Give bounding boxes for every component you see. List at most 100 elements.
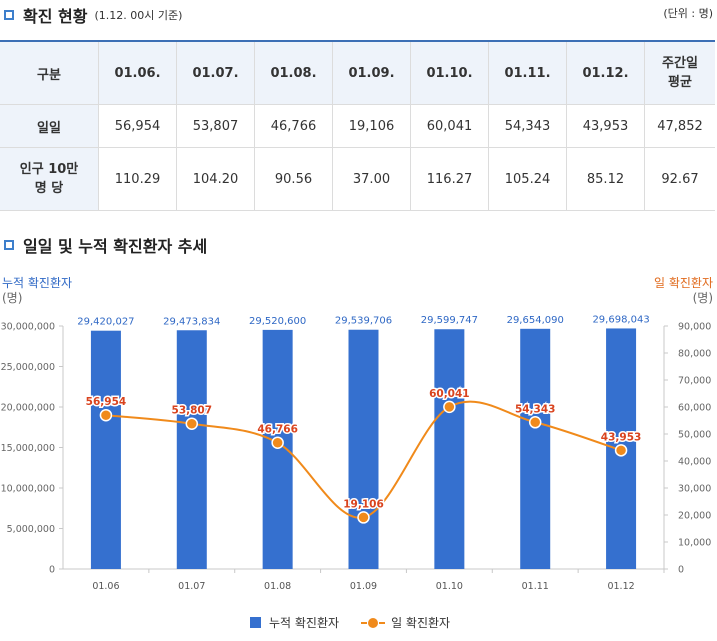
daily-cases-label: 46,766 (257, 424, 298, 436)
table-row: 일일 56,954 53,807 46,766 19,106 60,041 54… (0, 104, 715, 148)
section-title: 확진 현황 (23, 7, 88, 26)
right-axis-tick-label: 10,000 (678, 538, 711, 549)
cumulative-bar-label: 29,654,090 (507, 315, 564, 326)
table-header-cell: 01.12. (566, 40, 645, 105)
x-axis-tick-label: 01.11 (522, 581, 549, 592)
left-axis-tick-label: 10,000,000 (1, 484, 55, 495)
table-cell: 47,852 (644, 104, 715, 148)
right-axis-tick-label: 20,000 (678, 511, 711, 522)
right-axis-tick-label: 0 (678, 565, 684, 576)
legend-bar-label: 누적 확진환자 (269, 616, 340, 630)
table-cell: 54,343 (488, 104, 567, 148)
table-cell: 37.00 (332, 147, 411, 211)
table-header-cell: 01.10. (410, 40, 489, 105)
daily-cases-point (614, 444, 628, 457)
table-cell: 110.29 (98, 147, 177, 211)
table-row: 인구 10만 명 당 110.29 104.20 90.56 37.00 116… (0, 147, 715, 211)
cumulative-bar (520, 328, 551, 569)
cumulative-bar (90, 330, 121, 569)
per-100k-label: 인구 10만 명 당 (19, 162, 79, 196)
cumulative-bar (434, 329, 465, 569)
legend-bar-swatch (250, 617, 261, 628)
right-axis-tick-label: 30,000 (678, 484, 711, 495)
daily-cases-label: 19,106 (343, 498, 384, 510)
cumulative-bar-label: 29,539,706 (335, 316, 392, 327)
chart-legend: 누적 확진환자 일 확진환자 (250, 614, 450, 631)
x-axis-tick-label: 01.12 (607, 581, 634, 592)
table-cell: 92.67 (644, 147, 715, 211)
table-cell: 60,041 (410, 104, 489, 148)
cumulative-bar-label: 29,599,747 (421, 315, 478, 326)
right-axis-tick-label: 80,000 (678, 349, 711, 360)
table-cell: 104.20 (176, 147, 255, 211)
table-cell: 53,807 (176, 104, 255, 148)
left-axis-tick-label: 5,000,000 (7, 524, 55, 535)
x-axis-tick-label: 01.06 (92, 581, 119, 592)
daily-cases-label: 60,041 (429, 388, 470, 400)
section-title: 일일 및 누적 확진환자 추세 (23, 237, 208, 256)
cumulative-bar-label: 29,698,043 (592, 314, 649, 325)
cumulative-bar-label: 29,420,027 (77, 317, 134, 328)
right-axis-tick-label: 90,000 (678, 322, 711, 333)
x-axis-tick-label: 01.10 (436, 581, 463, 592)
section-square-icon (4, 10, 14, 20)
table-header-cell: 01.06. (98, 40, 177, 105)
right-axis-tick-label: 70,000 (678, 376, 711, 387)
cumulative-bar-label: 29,473,834 (163, 316, 220, 327)
status-table: 구분 01.06. 01.07. 01.08. 01.09. 01.10. 01… (0, 40, 715, 211)
table-cell: 90.56 (254, 147, 333, 211)
daily-cases-label: 54,343 (515, 403, 556, 415)
section-header-status: 확진 현황 (1.12. 00시 기준) (4, 3, 182, 27)
left-axis-title: 누적 확진환자 (명) (2, 276, 72, 306)
table-cell: 19,106 (332, 104, 411, 148)
right-axis-tick-label: 50,000 (678, 430, 711, 441)
daily-cases-point (271, 436, 284, 449)
cumulative-bar (348, 329, 379, 569)
unit-label: (단위 : 명) (663, 7, 713, 20)
table-cell: 116.27 (410, 147, 489, 211)
cumulative-bar (176, 330, 207, 569)
left-axis-unit: (명) (2, 291, 23, 305)
right-axis-unit: (명) (692, 291, 713, 305)
left-axis-tick-label: 0 (49, 565, 55, 576)
left-axis-tick-label: 25,000,000 (1, 362, 55, 373)
left-axis-title-text: 누적 확진환자 (2, 276, 73, 290)
table-header-cell: 주간일 평균 (644, 40, 715, 105)
table-header-cell: 01.08. (254, 40, 333, 105)
weekly-average-header: 주간일 평균 (662, 56, 698, 90)
table-cell: 85.12 (566, 147, 645, 211)
right-axis-title: 일 확진환자 (명) (654, 276, 713, 306)
x-axis-tick-label: 01.07 (178, 581, 205, 592)
table-header-cell: 01.07. (176, 40, 255, 105)
table-cell: 105.24 (488, 147, 567, 211)
left-axis-tick-label: 15,000,000 (1, 443, 55, 454)
section-square-icon (4, 240, 14, 250)
daily-cases-point (357, 511, 370, 524)
table-cell: 46,766 (254, 104, 333, 148)
daily-cases-label: 43,953 (601, 431, 642, 443)
daily-cases-point (443, 400, 456, 414)
left-axis-tick-label: 30,000,000 (1, 322, 55, 333)
table-cell: 43,953 (566, 104, 645, 148)
right-axis-tick-label: 60,000 (678, 403, 711, 414)
table-header-cell: 01.11. (488, 40, 567, 105)
daily-cases-point (99, 408, 113, 422)
daily-cases-label: 53,807 (172, 405, 213, 417)
row-label: 일일 (0, 104, 99, 148)
table-header-cell: 01.09. (332, 40, 411, 105)
daily-cases-point (528, 416, 542, 429)
x-axis-tick-label: 01.09 (350, 581, 377, 592)
legend-line-swatch (361, 617, 386, 628)
table-header-row: 구분 01.06. 01.07. 01.08. 01.09. 01.10. 01… (0, 40, 715, 105)
section-header-trend: 일일 및 누적 확진환자 추세 (4, 233, 207, 257)
cumulative-bar-label: 29,520,600 (249, 316, 306, 327)
right-axis-title-text: 일 확진환자 (653, 276, 713, 290)
daily-cases-label: 56,954 (86, 396, 127, 408)
table-header-cell: 구분 (0, 40, 99, 105)
legend-line-label: 일 확진환자 (391, 616, 451, 630)
section-subtitle: (1.12. 00시 기준) (94, 9, 183, 22)
right-axis-tick-label: 40,000 (678, 457, 711, 468)
left-axis-tick-label: 20,000,000 (1, 403, 55, 414)
x-axis-tick-label: 01.08 (264, 581, 291, 592)
